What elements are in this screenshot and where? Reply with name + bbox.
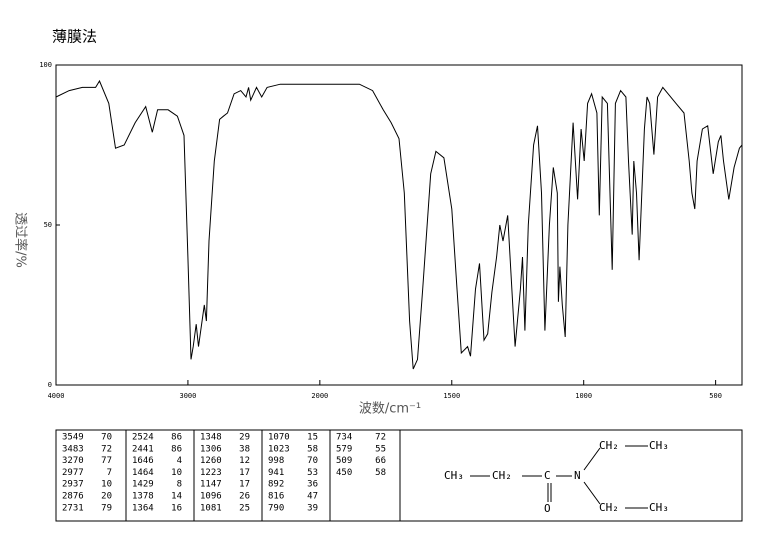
peak-wavenumber: 1070 (268, 433, 290, 443)
peak-transmittance: 58 (307, 444, 318, 454)
peak-transmittance: 26 (239, 492, 250, 502)
peak-transmittance: 79 (101, 503, 112, 513)
peak-wavenumber: 509 (336, 456, 352, 466)
peak-transmittance: 20 (101, 492, 112, 502)
peak-wavenumber: 1306 (200, 444, 222, 454)
peak-wavenumber: 1223 (200, 468, 222, 478)
peak-transmittance: 15 (307, 433, 318, 443)
peak-wavenumber: 579 (336, 444, 352, 454)
peak-wavenumber: 450 (336, 468, 352, 478)
peak-transmittance: 77 (101, 456, 112, 466)
x-tick-label: 500 (709, 392, 722, 400)
peak-transmittance: 12 (239, 456, 250, 466)
peak-wavenumber: 3549 (62, 433, 84, 443)
peak-wavenumber: 941 (268, 468, 284, 478)
peak-wavenumber: 2937 (62, 480, 84, 490)
peak-wavenumber: 1364 (132, 503, 154, 513)
peak-wavenumber: 2977 (62, 468, 84, 478)
peak-wavenumber: 1260 (200, 456, 222, 466)
y-tick-label: 100 (39, 61, 52, 69)
peak-transmittance: 72 (375, 433, 386, 443)
spectrum-line (55, 79, 743, 370)
peak-transmittance: 58 (375, 468, 386, 478)
peak-transmittance: 39 (307, 503, 318, 513)
peak-transmittance: 25 (239, 503, 250, 513)
peak-transmittance: 72 (101, 444, 112, 454)
peak-wavenumber: 1378 (132, 492, 154, 502)
peak-transmittance: 17 (239, 468, 250, 478)
peak-wavenumber: 790 (268, 503, 284, 513)
peak-transmittance: 66 (375, 456, 386, 466)
peak-transmittance: 16 (171, 503, 182, 513)
peak-wavenumber: 1646 (132, 456, 154, 466)
peak-wavenumber: 3483 (62, 444, 84, 454)
peak-transmittance: 70 (307, 456, 318, 466)
peak-wavenumber: 892 (268, 480, 284, 490)
peak-wavenumber: 1023 (268, 444, 290, 454)
peak-transmittance: 29 (239, 433, 250, 443)
peak-wavenumber: 2876 (62, 492, 84, 502)
atom-label: CH₂ (492, 469, 512, 482)
peak-wavenumber: 1081 (200, 503, 222, 513)
peak-wavenumber: 734 (336, 433, 352, 443)
atom-label: CH₂ (599, 439, 619, 452)
peak-wavenumber: 3270 (62, 456, 84, 466)
x-tick-label: 4000 (48, 392, 65, 400)
x-tick-label: 2000 (311, 392, 328, 400)
peak-transmittance: 4 (177, 456, 182, 466)
chart-title: 薄膜法 (52, 28, 97, 46)
peak-wavenumber: 1147 (200, 480, 222, 490)
bonds (470, 445, 648, 509)
peak-transmittance: 86 (171, 444, 182, 454)
y-tick-label: 50 (44, 221, 52, 229)
plot-frame (55, 64, 743, 386)
peak-transmittance: 38 (239, 444, 250, 454)
x-axis-label: 波数/cm⁻¹ (359, 402, 421, 417)
x-tick-label: 3000 (179, 392, 196, 400)
peak-wavenumber: 1096 (200, 492, 222, 502)
atom-label: CH₃ (444, 469, 464, 482)
table-frame (55, 429, 743, 522)
peak-transmittance: 7 (107, 468, 112, 478)
peak-transmittance: 53 (307, 468, 318, 478)
peak-transmittance: 70 (101, 433, 112, 443)
x-tick-label: 1500 (443, 392, 460, 400)
peak-transmittance: 47 (307, 492, 318, 502)
peak-transmittance: 86 (171, 433, 182, 443)
atom-label: N (574, 469, 581, 482)
atom-label: CH₃ (649, 439, 669, 452)
peak-wavenumber: 816 (268, 492, 284, 502)
atom-label: CH₃ (649, 501, 669, 514)
peak-transmittance: 17 (239, 480, 250, 490)
peak-transmittance: 10 (171, 468, 182, 478)
peak-wavenumber: 1429 (132, 480, 154, 490)
peak-transmittance: 10 (101, 480, 112, 490)
peak-transmittance: 55 (375, 444, 386, 454)
peak-wavenumber: 2731 (62, 503, 84, 513)
x-tick-label: 1000 (575, 392, 592, 400)
peak-transmittance: 8 (177, 480, 182, 490)
peak-transmittance: 14 (171, 492, 182, 502)
atom-label: CH₂ (599, 501, 619, 514)
atom-label: C (544, 469, 551, 482)
peak-wavenumber: 1464 (132, 468, 154, 478)
peak-wavenumber: 998 (268, 456, 284, 466)
peak-transmittance: 36 (307, 480, 318, 490)
peak-wavenumber: 2441 (132, 444, 154, 454)
table-dividers (125, 430, 401, 521)
atom-label: O (544, 502, 551, 515)
peak-wavenumber: 1348 (200, 433, 222, 443)
y-axis-label: 透过率/% (13, 212, 29, 268)
peak-wavenumber: 2524 (132, 433, 154, 443)
y-tick-label: 0 (48, 381, 52, 389)
